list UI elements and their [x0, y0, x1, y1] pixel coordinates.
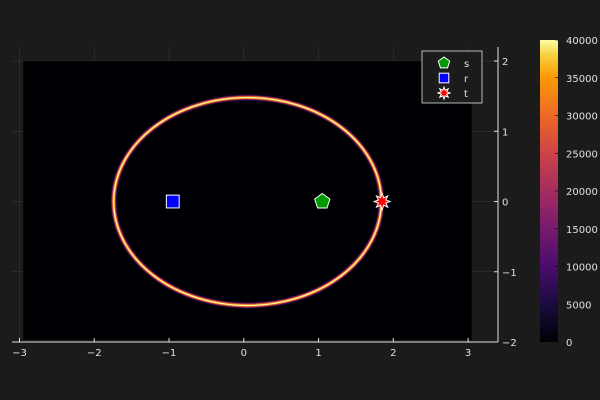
colorbar-tick-label: 15000: [566, 225, 598, 236]
colorbar-tick-label: 5000: [566, 300, 591, 311]
legend-label-t: t: [464, 89, 468, 100]
colorbar-tick-label: 0: [566, 338, 572, 349]
x-tick-label: 2: [390, 348, 396, 359]
x-tick-label: −3: [12, 348, 27, 359]
colorbar-tick-label: 35000: [566, 74, 598, 85]
markers: [165, 192, 392, 212]
legend-label-s: s: [464, 59, 469, 70]
colorbar-tick-label: 30000: [566, 112, 598, 123]
marker-s: [437, 56, 451, 69]
marker-s: [314, 192, 331, 209]
y-tick-label: −1: [502, 268, 517, 279]
marker-r: [165, 194, 180, 209]
colorbar-tick-label: 40000: [566, 36, 598, 47]
colorbar: 0 5000 10000 15000 20000 25000 30000 35000 40000: [540, 36, 598, 349]
heatmap-background: [23, 61, 472, 340]
x-tick-label: −2: [87, 348, 102, 359]
axes: −3 −2 −1 0 1 2 3 −2 −1 0 1 2: [12, 47, 517, 359]
colorbar-tick-label: 20000: [566, 187, 598, 198]
marker-t: [436, 85, 452, 101]
x-tick-label: −1: [162, 348, 177, 359]
y-tick-label: 2: [502, 57, 508, 68]
x-tick-label: 3: [465, 348, 471, 359]
legend-label-r: r: [464, 74, 469, 85]
y-tick-label: −2: [502, 338, 517, 349]
y-tick-label: 0: [502, 198, 508, 209]
colorbar-tick-label: 25000: [566, 149, 598, 160]
y-tick-label: 1: [502, 127, 508, 138]
x-tick-label: 0: [241, 348, 247, 359]
x-tick-label: 1: [315, 348, 321, 359]
colorbar-tick-label: 10000: [566, 263, 598, 274]
plot-area: [23, 61, 472, 340]
legend-box: [421, 50, 483, 104]
legend: srt: [421, 50, 483, 104]
marker-r: [438, 72, 450, 84]
marker-t: [372, 192, 392, 212]
colorbar-gradient: [540, 40, 558, 342]
